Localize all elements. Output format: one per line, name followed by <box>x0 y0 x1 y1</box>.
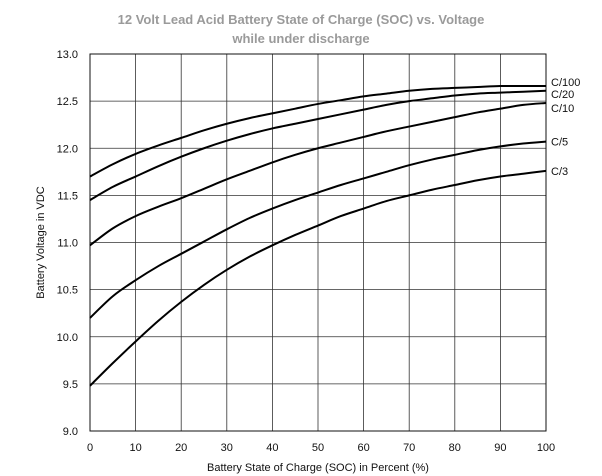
x-tick-label: 70 <box>403 442 415 454</box>
x-tick-label: 80 <box>449 442 461 454</box>
x-tick-label: 0 <box>87 442 93 454</box>
y-tick-label: 12.5 <box>57 96 78 108</box>
y-tick-label: 13.0 <box>57 49 78 61</box>
y-tick-label: 9.0 <box>63 426 78 438</box>
x-tick-label: 20 <box>175 442 187 454</box>
chart-title: 12 Volt Lead Acid Battery State of Charg… <box>117 12 485 27</box>
series-label-c-100: C/100 <box>551 77 580 89</box>
series-label-c-3: C/3 <box>551 166 568 178</box>
x-axis-label: Battery State of Charge (SOC) in Percent… <box>207 462 429 474</box>
y-tick-label: 12.0 <box>57 143 78 155</box>
x-tick-label: 60 <box>357 442 369 454</box>
series-line-c-100 <box>89 84 546 178</box>
x-tick-label: 30 <box>221 442 233 454</box>
x-tick-label: 50 <box>312 442 324 454</box>
x-tick-label: 100 <box>537 442 555 454</box>
series-label-c-10: C/10 <box>551 103 574 115</box>
series-line-c-5 <box>89 140 547 319</box>
chart-subtitle: while under discharge <box>232 31 370 46</box>
y-tick-label: 11.5 <box>57 190 78 202</box>
series-line-c-20 <box>89 89 547 201</box>
series-label-c-20: C/20 <box>551 89 574 101</box>
x-tick-label: 10 <box>129 442 141 454</box>
series-line-c-3 <box>89 169 547 387</box>
y-tick-label: 11.0 <box>57 238 78 250</box>
series-label-c-5: C/5 <box>551 137 568 149</box>
y-axis-label: Battery Voltage in VDC <box>35 186 47 299</box>
y-tick-label: 10.5 <box>57 285 78 297</box>
y-tick-label: 9.5 <box>63 379 78 391</box>
plot-frame <box>89 53 547 432</box>
x-tick-label: 40 <box>266 442 278 454</box>
x-tick-label: 90 <box>494 442 506 454</box>
y-tick-label: 10.0 <box>57 332 78 344</box>
series-line-c-10 <box>89 102 547 247</box>
